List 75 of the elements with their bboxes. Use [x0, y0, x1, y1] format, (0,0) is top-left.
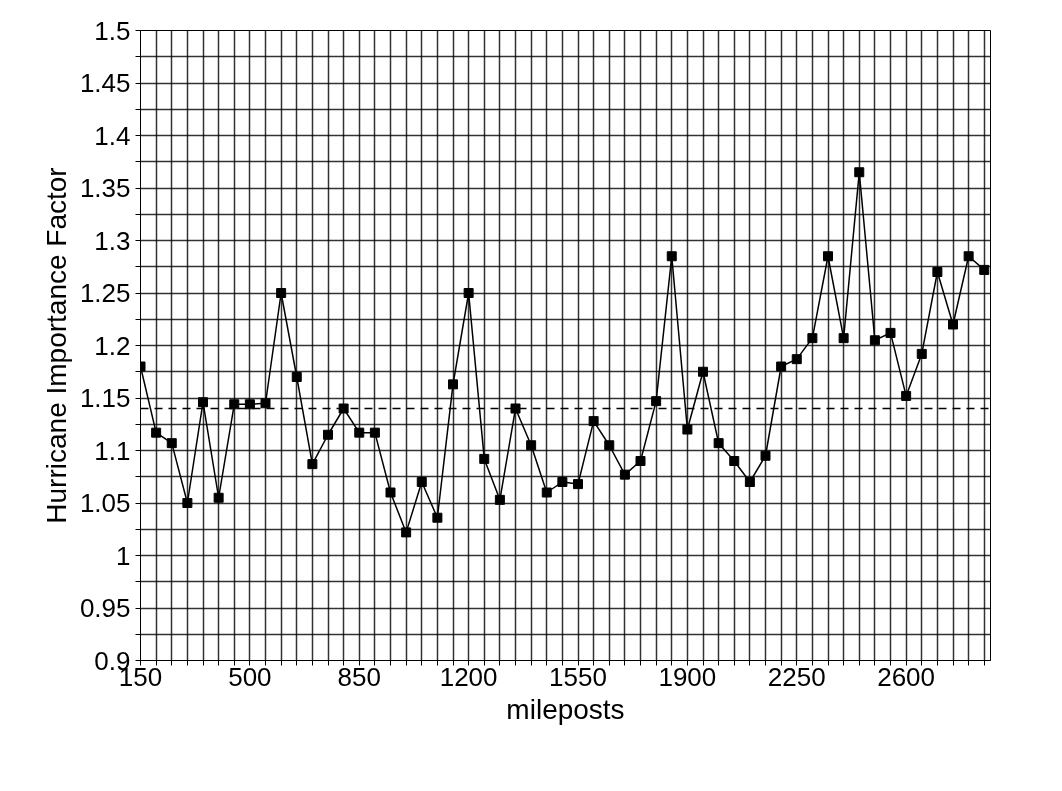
y-axis-title: Hurricane Importance Factor	[40, 167, 72, 524]
point	[307, 459, 318, 470]
point	[729, 456, 740, 466]
point	[338, 403, 349, 414]
point	[260, 398, 271, 409]
point	[463, 288, 474, 298]
point	[494, 494, 505, 505]
point	[604, 440, 615, 451]
point	[369, 427, 380, 438]
point	[182, 498, 193, 508]
point	[807, 333, 818, 344]
point	[166, 438, 177, 449]
point	[713, 438, 724, 449]
point	[760, 450, 771, 461]
point	[401, 527, 412, 538]
point	[791, 354, 802, 365]
point	[901, 390, 912, 401]
x-tick-label: 500	[228, 661, 272, 692]
point	[916, 348, 927, 359]
point	[573, 479, 583, 490]
point	[838, 333, 849, 344]
point	[213, 492, 224, 503]
y-tick-label: 1.35	[79, 173, 131, 203]
y-tick-label: 0.95	[79, 593, 131, 623]
y-tick-label: 1.45	[79, 68, 131, 98]
point	[541, 487, 552, 498]
point	[744, 477, 755, 487]
point	[619, 469, 630, 480]
point	[479, 453, 490, 464]
y-tick-label: 1.4	[94, 120, 131, 151]
point	[448, 379, 458, 390]
point	[698, 366, 708, 377]
point	[526, 440, 537, 451]
point	[776, 361, 787, 372]
point	[979, 264, 990, 275]
point	[244, 399, 255, 410]
point	[651, 396, 662, 407]
y-tick-label: 1.3	[94, 225, 131, 256]
point	[948, 319, 958, 330]
x-tick-label: 1550	[549, 661, 607, 692]
point	[635, 456, 646, 466]
point	[198, 397, 208, 408]
x-tick-label: 2250	[767, 661, 826, 692]
point	[557, 477, 568, 487]
point	[229, 399, 240, 410]
point	[666, 251, 677, 262]
point	[510, 403, 521, 414]
point	[682, 424, 693, 435]
point	[854, 167, 865, 178]
y-tick-label: 1.15	[79, 383, 131, 413]
point	[291, 372, 302, 382]
x-axis-title: mileposts	[506, 693, 625, 725]
y-tick-label: 1.1	[94, 435, 131, 466]
y-tick-label: 1.2	[94, 330, 131, 361]
point	[588, 416, 599, 427]
x-tick-label: 1900	[658, 661, 717, 692]
x-tick-label: 2600	[877, 661, 936, 692]
point	[151, 427, 162, 438]
point	[885, 327, 896, 338]
point	[823, 251, 833, 262]
x-tick-label: 850	[337, 661, 381, 692]
x-tick-label: 1200	[439, 661, 498, 692]
y-tick-label: 1.05	[79, 488, 131, 518]
point	[385, 487, 396, 498]
point	[354, 427, 365, 438]
point	[932, 267, 943, 277]
point	[963, 251, 974, 262]
point	[869, 335, 880, 346]
y-tick-label: 1.5	[94, 15, 131, 46]
y-tick-label: 1	[116, 540, 131, 571]
point	[323, 429, 333, 440]
y-tick-label: 1.25	[79, 278, 131, 308]
point	[416, 477, 427, 487]
point	[432, 512, 443, 523]
point	[276, 288, 287, 298]
